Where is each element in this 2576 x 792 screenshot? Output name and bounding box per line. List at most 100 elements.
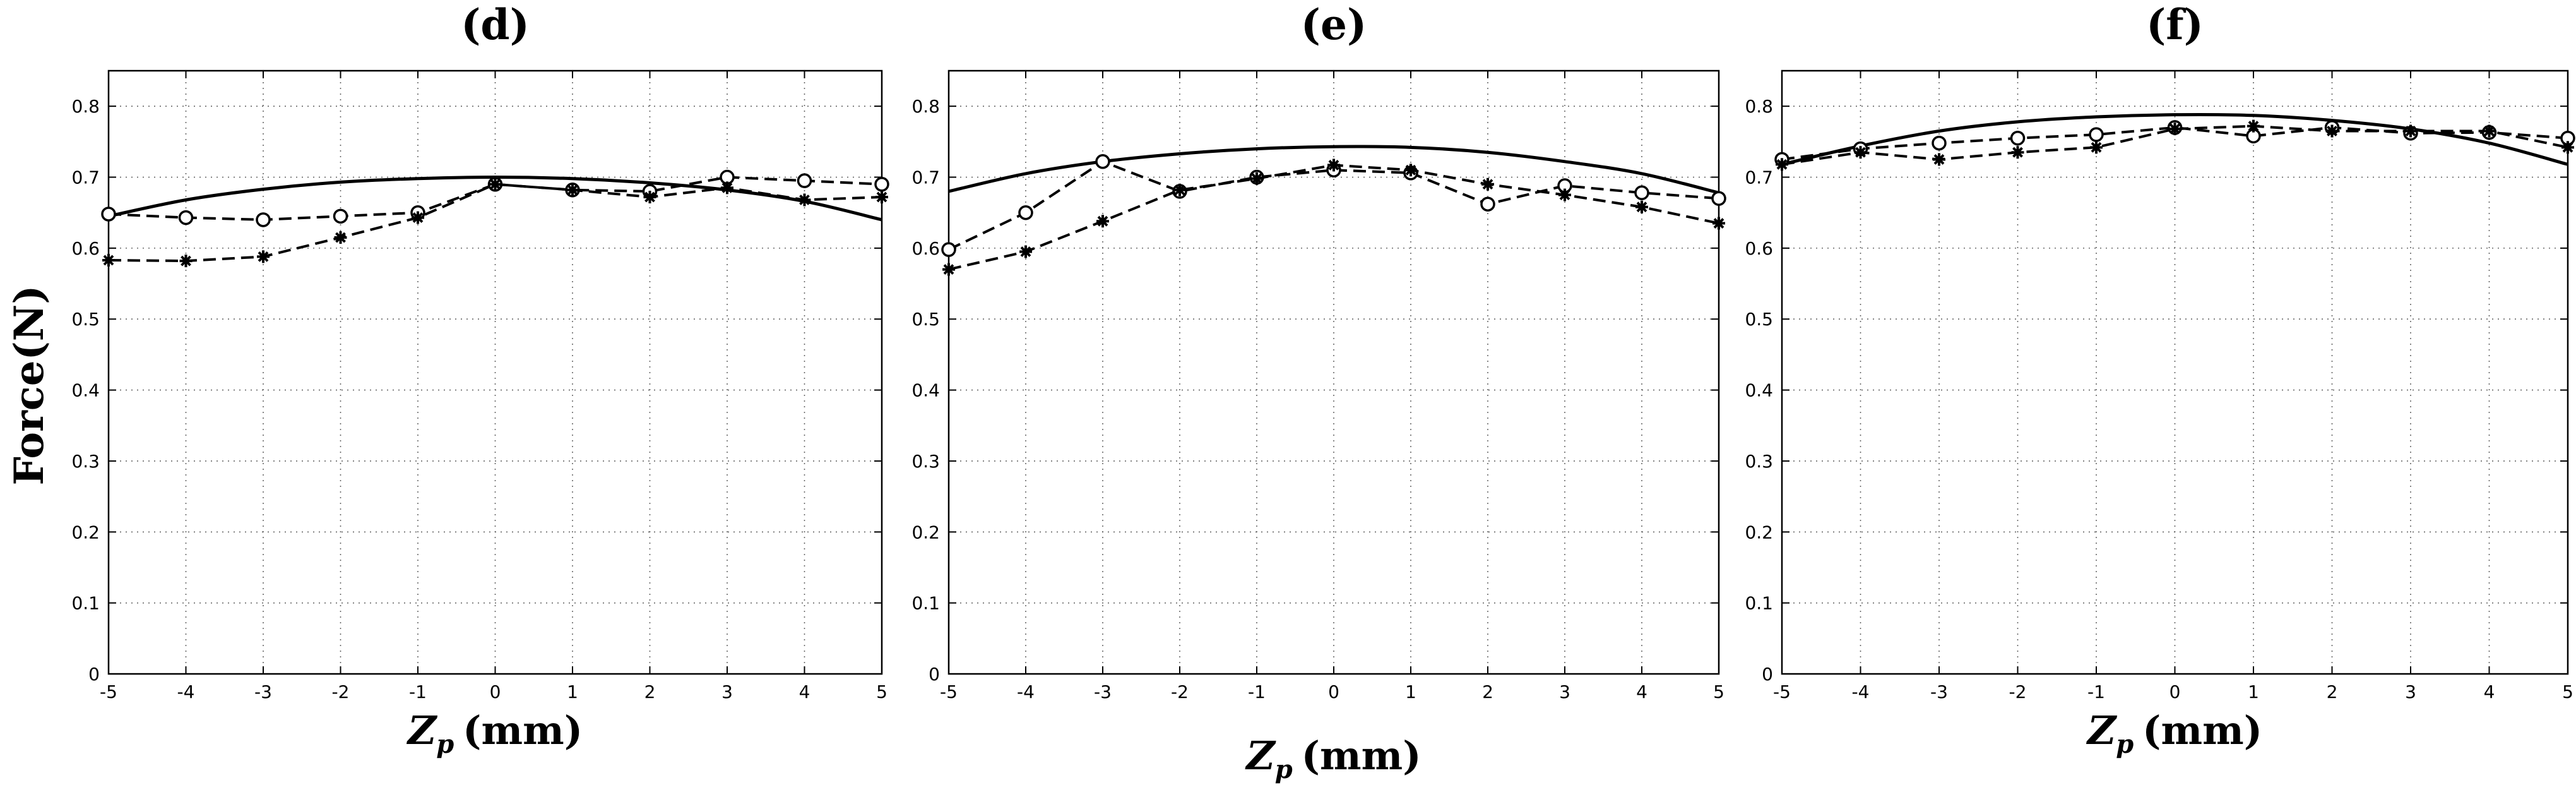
panel-e-x-tick-label: -3 (1094, 681, 1112, 702)
panel-f: -5 -4 -3 -2 -1 0 1 2 3 4 5 0 0.1 0.2 0.3 0.4 0.5 0.6 0.7 0.… (1745, 0, 2575, 759)
panel-d-circle-marker (101, 207, 116, 222)
panel-e-star-marker (1173, 183, 1186, 196)
panel-f-x-tick-label: 0 (2169, 681, 2181, 702)
panel-d-x-tick-label: -3 (254, 681, 272, 702)
panel-d-title: (d) (461, 0, 530, 49)
panel-d: -5 -4 -3 -2 -1 0 1 2 3 4 5 0 0.1 0.2 0.3 0.4 0.5 0.6 0.7 0.… (71, 0, 889, 759)
panel-d-circle-marker (256, 212, 271, 227)
panel-f-x-tick-label: -1 (2087, 681, 2105, 702)
panel-f-x-tick-label: -4 (1852, 681, 1870, 702)
panel-d-x-tick-label: 1 (567, 681, 578, 702)
panel-e-circle-marker (1095, 154, 1110, 169)
panel-e-y-tick-label: 0.1 (911, 593, 940, 614)
panel-e-x-label-main: Z (1244, 733, 1276, 779)
panel-f-series (1774, 112, 2575, 171)
panel-e-circle-marker (941, 242, 956, 257)
panel-e-x-tick-label: 4 (1636, 681, 1647, 702)
panel-f-star-marker (2325, 124, 2339, 138)
panel-d-grid (109, 71, 882, 674)
panel-e-star-marker (1404, 164, 1417, 177)
panel-d-x-label-main: Z (406, 707, 438, 753)
panel-e-x-tick-label: 2 (1482, 681, 1493, 702)
panel-e-ticks: -5 -4 -3 -2 -1 0 1 2 3 4 5 0 0.1 0.2 0.3 0.4 0.5 0.6 0.7 0.… (911, 71, 1724, 702)
panel-f-star-marker (2011, 146, 2024, 159)
panel-e-star-marker (942, 263, 955, 276)
panel-e-y-tick-label: 0.5 (911, 309, 940, 330)
panel-d-circle-marker (874, 177, 889, 192)
panel-d-y-tick-label: 0.5 (71, 309, 100, 330)
panel-e-x-tick-label: -5 (940, 681, 958, 702)
panel-e-y-tick-label: 0.3 (911, 451, 940, 472)
panel-f-y-tick-label: 0.5 (1745, 309, 1773, 330)
panel-f-circle-marker (2010, 130, 2026, 146)
panel-d-series (101, 169, 889, 268)
panel-e-circle-marker (1480, 196, 1495, 212)
panel-f-circle-marker (2089, 127, 2104, 142)
panel-d-x-tick-label: -1 (409, 681, 427, 702)
panel-f-star-marker (2090, 141, 2103, 154)
panel-e-circle-marker (1018, 205, 1033, 220)
panel-d-series-circles-line (108, 176, 882, 221)
panel-d-circle-marker (178, 210, 194, 225)
panel-d-star-marker (334, 231, 347, 244)
panel-f-y-tick-label: 0.4 (1745, 380, 1773, 401)
panel-e-y-tick-label: 0.6 (911, 238, 940, 259)
panel-d-circle-marker (797, 173, 812, 188)
panel-d-x-tick-label: 4 (799, 681, 810, 702)
panel-f-star-marker (2483, 124, 2496, 138)
panel-e-star-marker (1712, 217, 1725, 230)
panel-e-y-tick-label: 0.2 (911, 522, 940, 543)
panel-f-circle-marker (1932, 135, 1947, 151)
panel-e-star-marker (1558, 188, 1571, 201)
panel-d-y-tick-label: 0.2 (71, 522, 100, 543)
panel-d-ticks: -5 -4 -3 -2 -1 0 1 2 3 4 5 0 0.1 0.2 0.3 0.4 0.5 0.6 0.7 0.… (71, 71, 887, 702)
panel-f-title: (f) (2146, 0, 2204, 49)
panel-f-ticks: -5 -4 -3 -2 -1 0 1 2 3 4 5 0 0.1 0.2 0.3 0.4 0.5 0.6 0.7 0.… (1745, 71, 2573, 702)
panel-d-star-marker (102, 253, 115, 267)
panel-e-star-marker (1096, 215, 1109, 228)
panel-f-star-marker (2247, 119, 2260, 133)
panel-f-y-tick-label: 0.8 (1745, 96, 1773, 117)
panel-e-x-tick-label: -1 (1248, 681, 1266, 702)
panel-d-y-tick-label: 0.8 (71, 96, 100, 117)
panel-f-x-label-main: Z (2086, 707, 2118, 753)
panel-d-y-tick-label: 0.1 (71, 593, 100, 614)
panel-f-y-tick-label: 0.7 (1745, 167, 1773, 188)
panel-f-star-marker (1854, 146, 1867, 159)
panel-e-star-marker (1019, 245, 1032, 258)
panel-f-y-tick-label: 0.3 (1745, 451, 1773, 472)
panel-e-x-axis-label: Zp (mm) (1244, 733, 1421, 784)
panel-e-x-tick-label: -2 (1171, 681, 1189, 702)
panel-e-star-marker (1481, 177, 1494, 191)
panel-f-grid (1782, 71, 2568, 674)
panel-d-circle-marker (333, 208, 348, 224)
panel-f-star-marker (1933, 153, 1945, 166)
panel-d-star-marker (643, 190, 656, 203)
panel-d-x-label-unit: (mm) (463, 707, 583, 753)
panel-f-y-tick-label: 0.6 (1745, 238, 1773, 259)
panel-e-circle-marker (1711, 191, 1726, 206)
panel-f-x-tick-label: 1 (2248, 681, 2259, 702)
panel-d-x-axis-label: Zp (mm) (406, 707, 583, 759)
panel-f-x-tick-label: -3 (1930, 681, 1948, 702)
panel-e-y-tick-label: 0.4 (911, 380, 940, 401)
y-axis-label: Force(N) (6, 285, 53, 485)
panel-e-y-tick-label: 0 (929, 664, 940, 685)
panel-f-x-label-unit: (mm) (2142, 707, 2262, 753)
panel-e-x-tick-label: 3 (1559, 681, 1570, 702)
panel-f-x-tick-label: 2 (2327, 681, 2338, 702)
panel-d-star-marker (798, 193, 811, 207)
panel-e-x-label-unit: (mm) (1302, 733, 1422, 779)
panel-e-star-marker (1250, 172, 1263, 185)
panel-f-star-marker (2561, 141, 2574, 154)
panel-d-x-tick-label: 0 (490, 681, 501, 702)
panel-f-y-tick-label: 0.2 (1745, 522, 1773, 543)
panel-f-star-marker (2404, 124, 2417, 138)
panel-d-star-marker (721, 181, 733, 195)
panel-e-x-label-sub: p (1275, 755, 1293, 784)
panel-e-star-marker (1327, 159, 1340, 172)
panel-f-x-tick-label: -2 (2009, 681, 2027, 702)
panel-e-y-tick-label: 0.8 (911, 96, 940, 117)
panel-d-star-marker (566, 183, 579, 196)
